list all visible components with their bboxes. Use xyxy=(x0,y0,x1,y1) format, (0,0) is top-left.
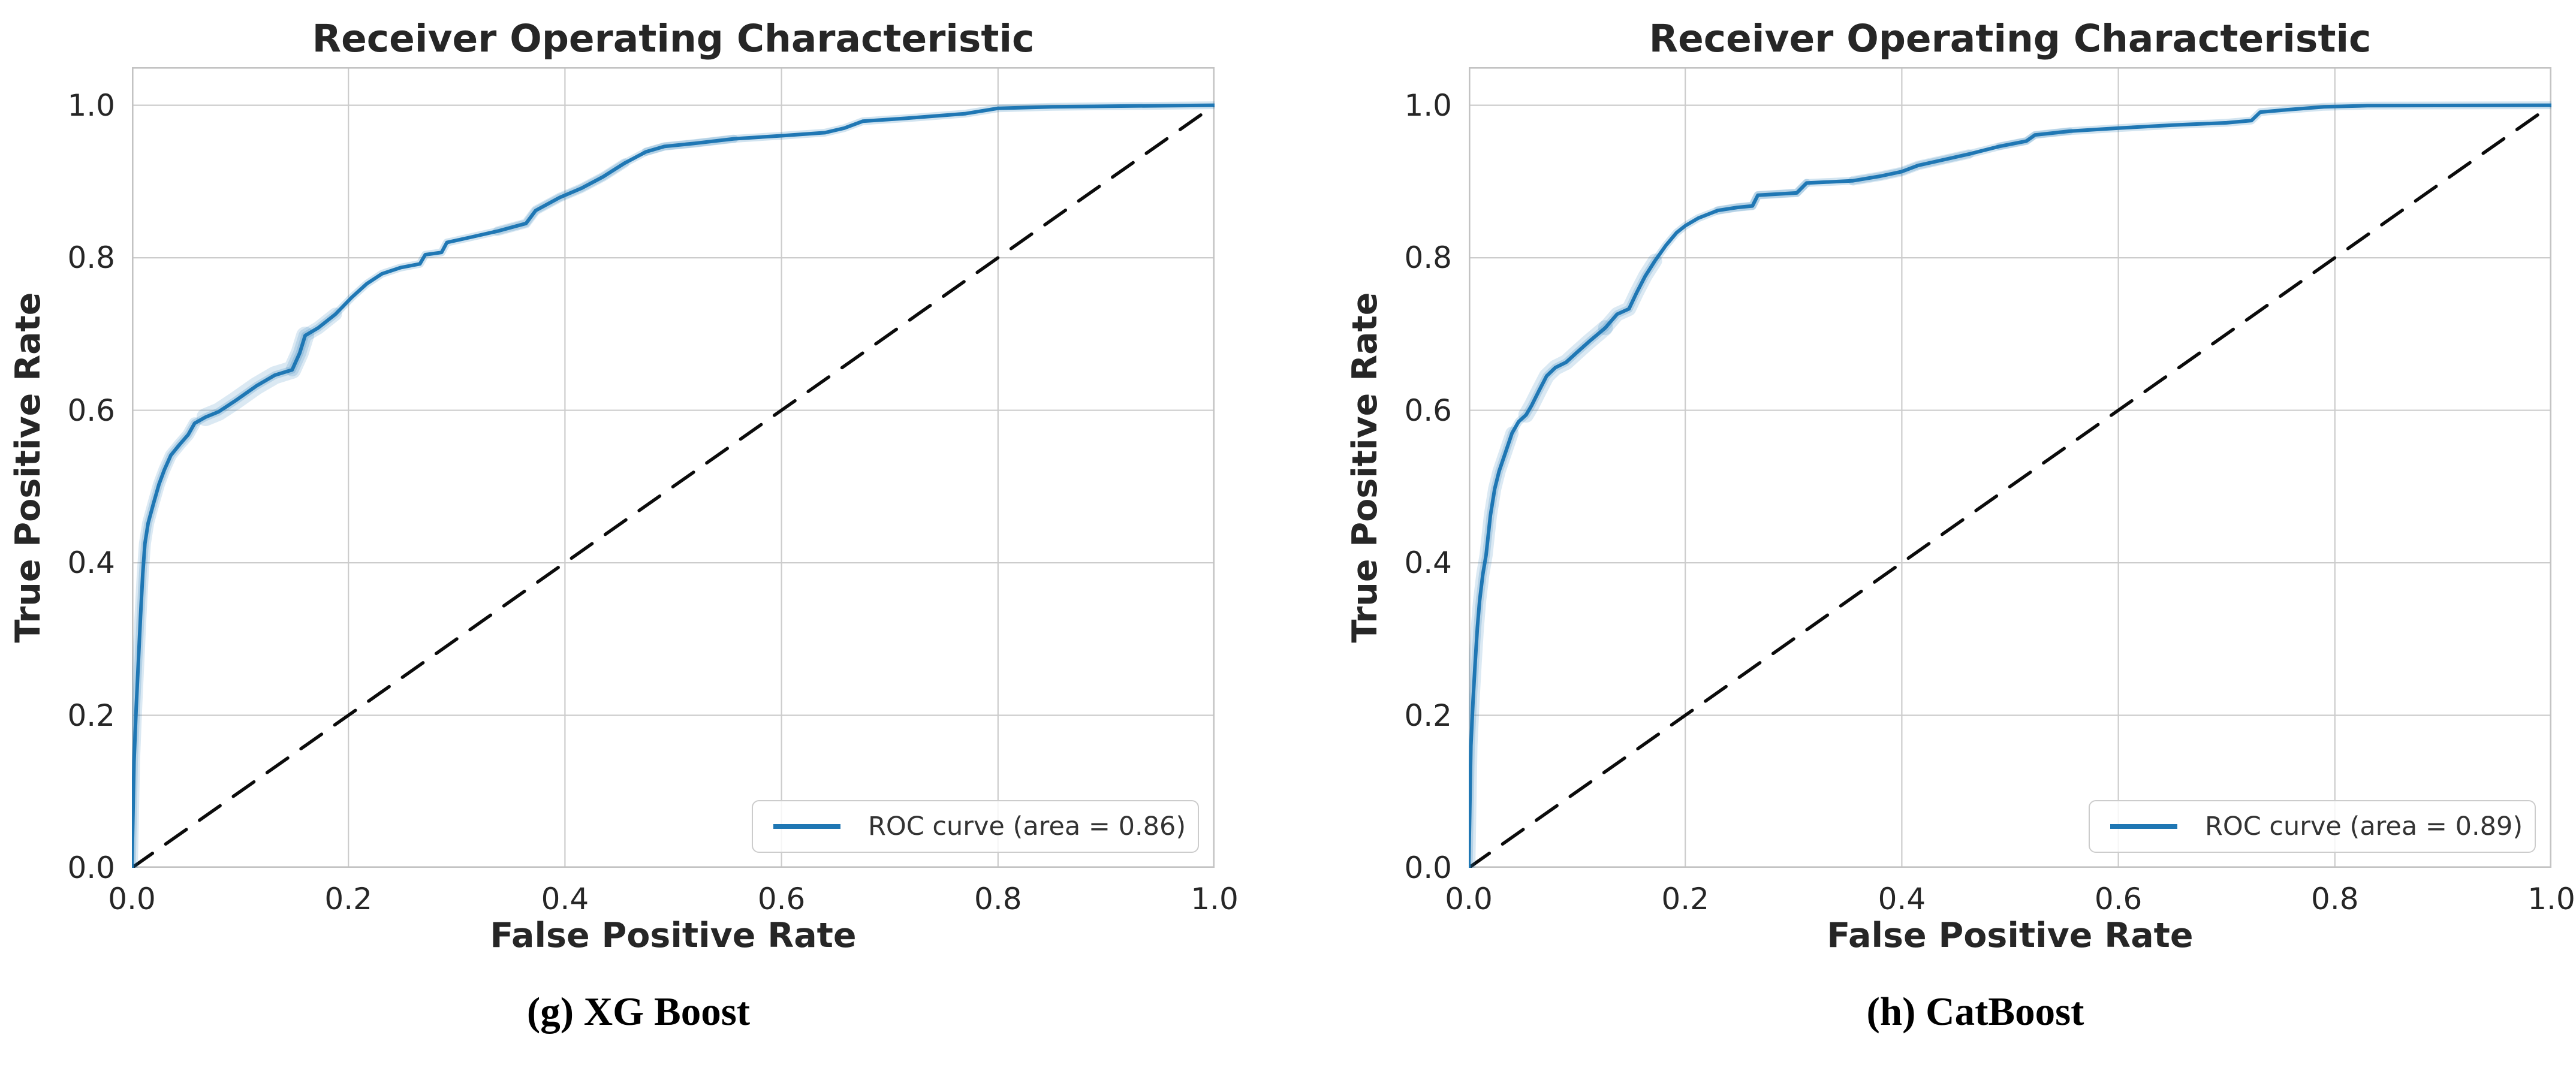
x-axis-label: False Positive Rate xyxy=(1827,916,2194,955)
y-tick-label: 0.2 xyxy=(67,698,115,733)
y-tick-label: 1.0 xyxy=(67,88,115,123)
y-tick-label: 0.6 xyxy=(1404,393,1452,428)
legend-label: ROC curve (area = 0.89) xyxy=(2205,811,2523,841)
y-tick-label: 0.4 xyxy=(1404,545,1452,581)
roc-plot-xgboost xyxy=(132,67,1215,868)
legend-label: ROC curve (area = 0.86) xyxy=(868,811,1186,841)
y-tick-label: 0.6 xyxy=(67,393,115,428)
legend-line-swatch xyxy=(2110,824,2177,829)
y-tick-label: 0.8 xyxy=(1404,240,1452,276)
legend-box: ROC curve (area = 0.86) xyxy=(752,800,1199,853)
subfigure-catboost: Receiver Operating Characteristic True P… xyxy=(1337,0,2576,1071)
x-tick-label: 0.0 xyxy=(1445,882,1493,916)
y-tick-label: 0.0 xyxy=(67,850,115,885)
y-tick-label: 0.2 xyxy=(1404,698,1452,733)
x-tick-label: 0.0 xyxy=(108,882,156,916)
legend-line-swatch xyxy=(773,824,840,829)
x-tick-label: 0.6 xyxy=(2094,882,2143,916)
x-tick-label: 0.4 xyxy=(541,882,589,916)
x-tick-label: 0.2 xyxy=(1661,882,1709,916)
x-axis-label: False Positive Rate xyxy=(490,916,857,955)
x-tick-label: 0.8 xyxy=(974,882,1022,916)
x-tick-label: 0.2 xyxy=(324,882,372,916)
y-tick-label: 1.0 xyxy=(1404,88,1452,123)
subfigure-caption: (g) XG Boost xyxy=(526,989,751,1034)
subfigure-xgboost: Receiver Operating Characteristic True P… xyxy=(0,0,1277,1071)
y-tick-label: 0.0 xyxy=(1404,850,1452,885)
plot-title: Receiver Operating Characteristic xyxy=(1649,17,2372,61)
x-tick-label: 1.0 xyxy=(1191,882,1239,916)
x-tick-label: 1.0 xyxy=(2527,882,2575,916)
y-tick-label: 0.8 xyxy=(67,240,115,276)
roc-plot-catboost xyxy=(1469,67,2551,868)
y-tick-label: 0.4 xyxy=(67,545,115,581)
subfigure-caption: (h) CatBoost xyxy=(1866,989,2084,1034)
plot-title: Receiver Operating Characteristic xyxy=(312,17,1035,61)
legend-box: ROC curve (area = 0.89) xyxy=(2089,800,2536,853)
x-tick-label: 0.4 xyxy=(1878,882,1926,916)
x-tick-label: 0.6 xyxy=(757,882,806,916)
x-tick-label: 0.8 xyxy=(2311,882,2359,916)
